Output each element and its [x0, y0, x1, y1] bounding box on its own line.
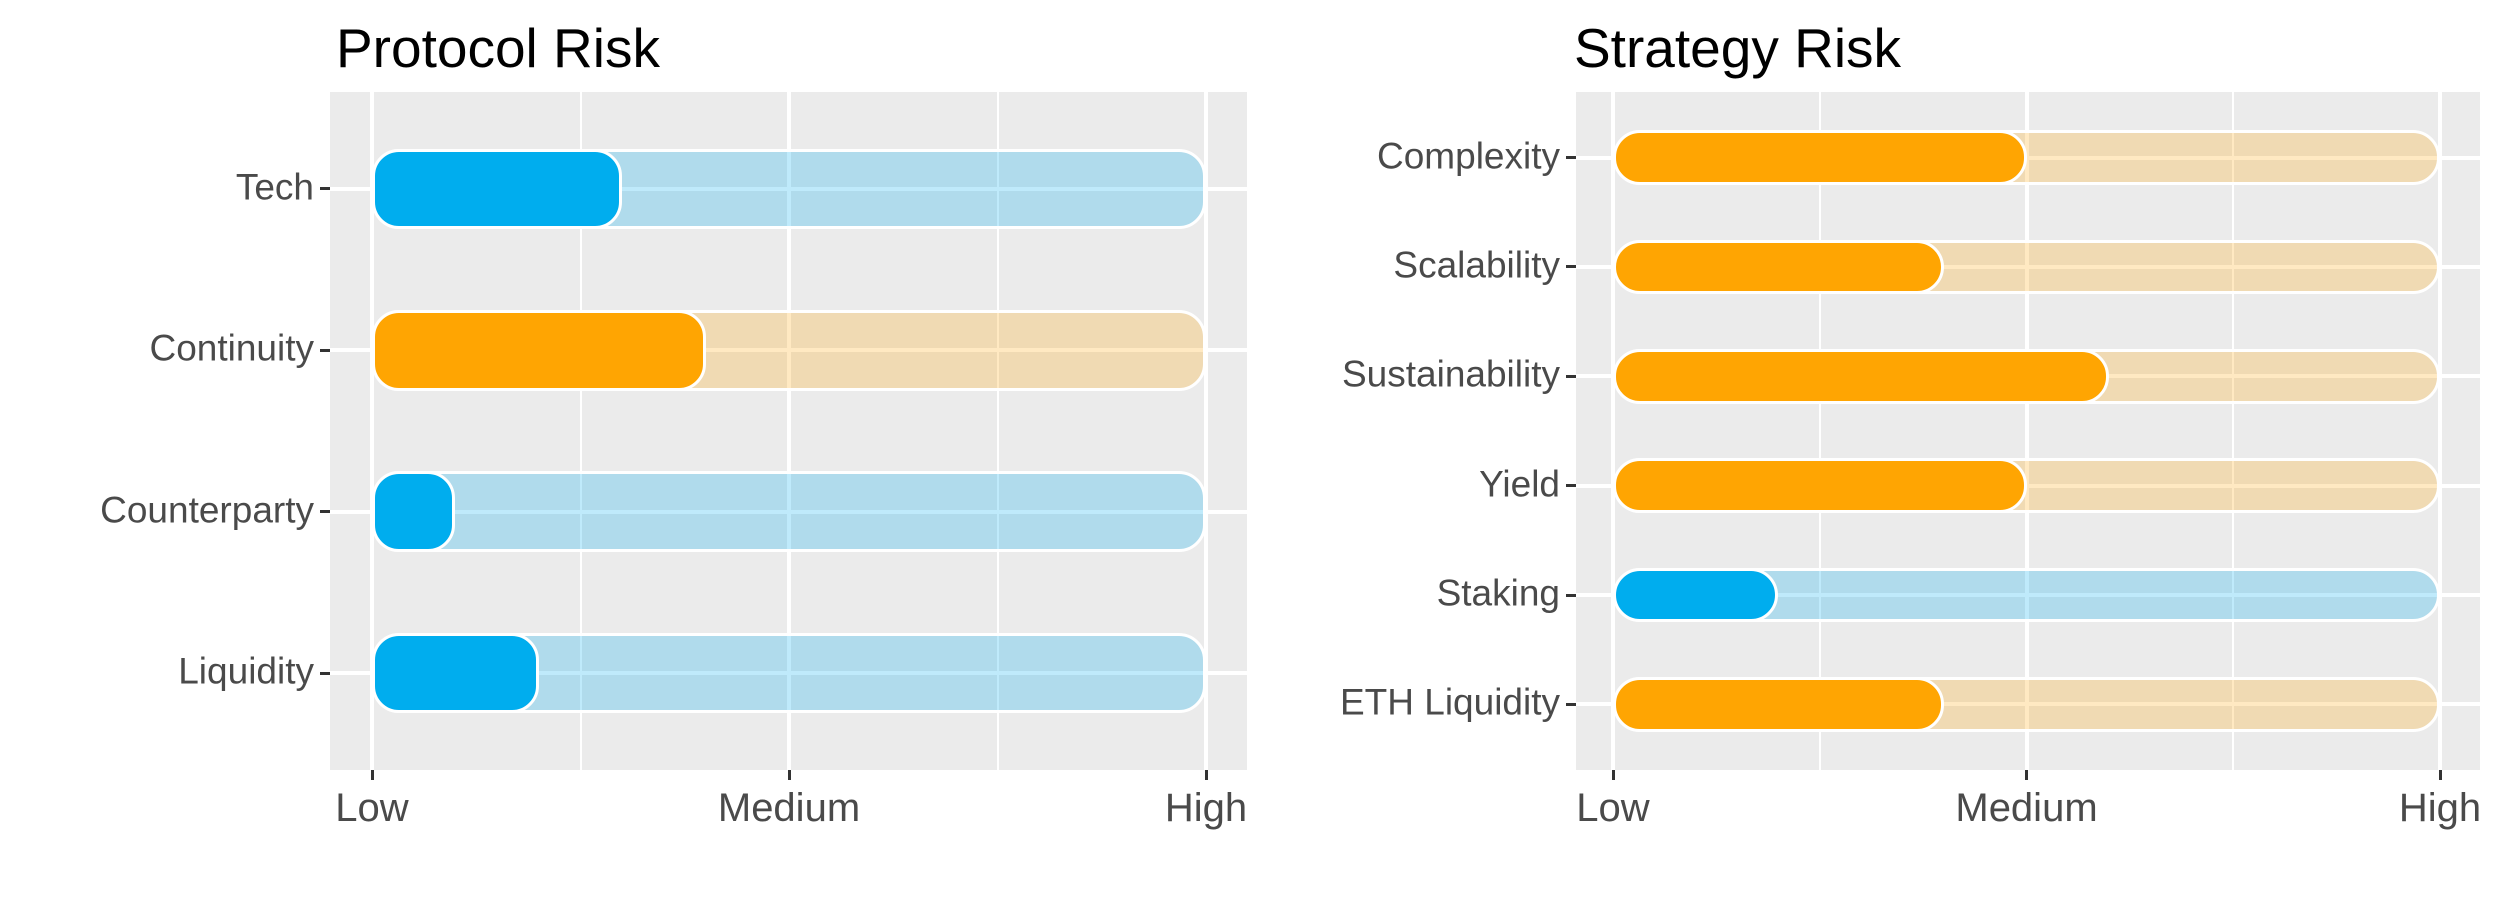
eth-liquidity-category-label: ETH Liquidity	[1339, 681, 1560, 723]
tech-risk-bar	[372, 148, 623, 230]
minor-gridline-vertical	[996, 92, 999, 770]
yield-category-label: Yield	[1479, 462, 1560, 504]
major-gridline-horizontal	[1576, 155, 2480, 160]
counterparty-risk-bar	[372, 471, 456, 553]
major-gridline-horizontal	[1576, 593, 2480, 598]
major-gridline-vertical	[1204, 92, 1208, 770]
sustainability-category-label: Sustainability	[1341, 353, 1560, 395]
counterparty-category-label: Counterparty	[100, 489, 314, 531]
x-axis-label-medium: Medium	[717, 786, 861, 830]
scalability-risk-bar	[1613, 239, 1944, 295]
major-gridline-vertical	[1611, 92, 1615, 770]
staking-category-label: Staking	[1436, 572, 1560, 614]
x-axis-tick-mark	[1611, 770, 1615, 780]
major-gridline-horizontal	[330, 509, 1247, 514]
liquidity-category-label: Liquidity	[178, 650, 314, 692]
x-axis-label-high: High	[1164, 786, 1248, 830]
protocol-risk-title: Protocol Risk	[336, 17, 660, 79]
y-axis-tick-mark	[320, 671, 330, 675]
continuity-risk-bar	[372, 309, 706, 391]
minor-gridline-vertical	[2232, 92, 2235, 770]
x-axis-tick-mark	[2438, 770, 2442, 780]
minor-gridline-vertical	[1818, 92, 1821, 770]
risk-bar-track	[372, 471, 1206, 553]
complexity-category-label: Complexity	[1377, 134, 1560, 176]
major-gridline-horizontal	[330, 671, 1247, 676]
major-gridline-horizontal	[330, 348, 1247, 353]
x-axis-label-high: High	[2398, 786, 2482, 830]
major-gridline-vertical	[2438, 92, 2442, 770]
x-axis-tick-mark	[370, 770, 374, 780]
staking-risk-bar	[1613, 567, 1779, 623]
x-axis-tick-mark	[787, 770, 791, 780]
major-gridline-horizontal	[1576, 483, 2480, 488]
major-gridline-vertical	[787, 92, 791, 770]
strategy-risk-title: Strategy Risk	[1574, 17, 1902, 79]
sustainability-risk-bar	[1613, 348, 2110, 404]
minor-gridline-vertical	[579, 92, 582, 770]
complexity-risk-bar	[1613, 130, 2027, 185]
y-axis-tick-mark	[1566, 593, 1576, 597]
major-gridline-vertical	[370, 92, 374, 770]
liquidity-risk-bar	[372, 632, 539, 714]
x-axis-label-low: Low	[1576, 786, 1650, 830]
yield-risk-bar	[1613, 458, 2027, 513]
tech-category-label: Tech	[235, 166, 314, 208]
continuity-category-label: Continuity	[149, 327, 314, 369]
y-axis-tick-mark	[1566, 484, 1576, 488]
y-axis-tick-mark	[1566, 265, 1576, 269]
x-axis-tick-mark	[1204, 770, 1208, 780]
y-axis-tick-mark	[1566, 156, 1576, 160]
major-gridline-horizontal	[1576, 264, 2480, 269]
major-gridline-horizontal	[1576, 702, 2480, 707]
x-axis-tick-mark	[2025, 770, 2028, 780]
major-gridline-horizontal	[330, 186, 1247, 191]
y-axis-tick-mark	[320, 187, 330, 191]
scalability-category-label: Scalability	[1393, 244, 1560, 286]
y-axis-tick-mark	[320, 348, 330, 352]
major-gridline-vertical	[2024, 92, 2029, 770]
y-axis-tick-mark	[1566, 702, 1576, 706]
x-axis-label-low: Low	[335, 786, 409, 830]
y-axis-tick-mark	[320, 510, 330, 514]
eth-liquidity-risk-bar	[1613, 677, 1944, 732]
y-axis-tick-mark	[1566, 374, 1576, 378]
x-axis-label-medium: Medium	[1955, 786, 2098, 830]
